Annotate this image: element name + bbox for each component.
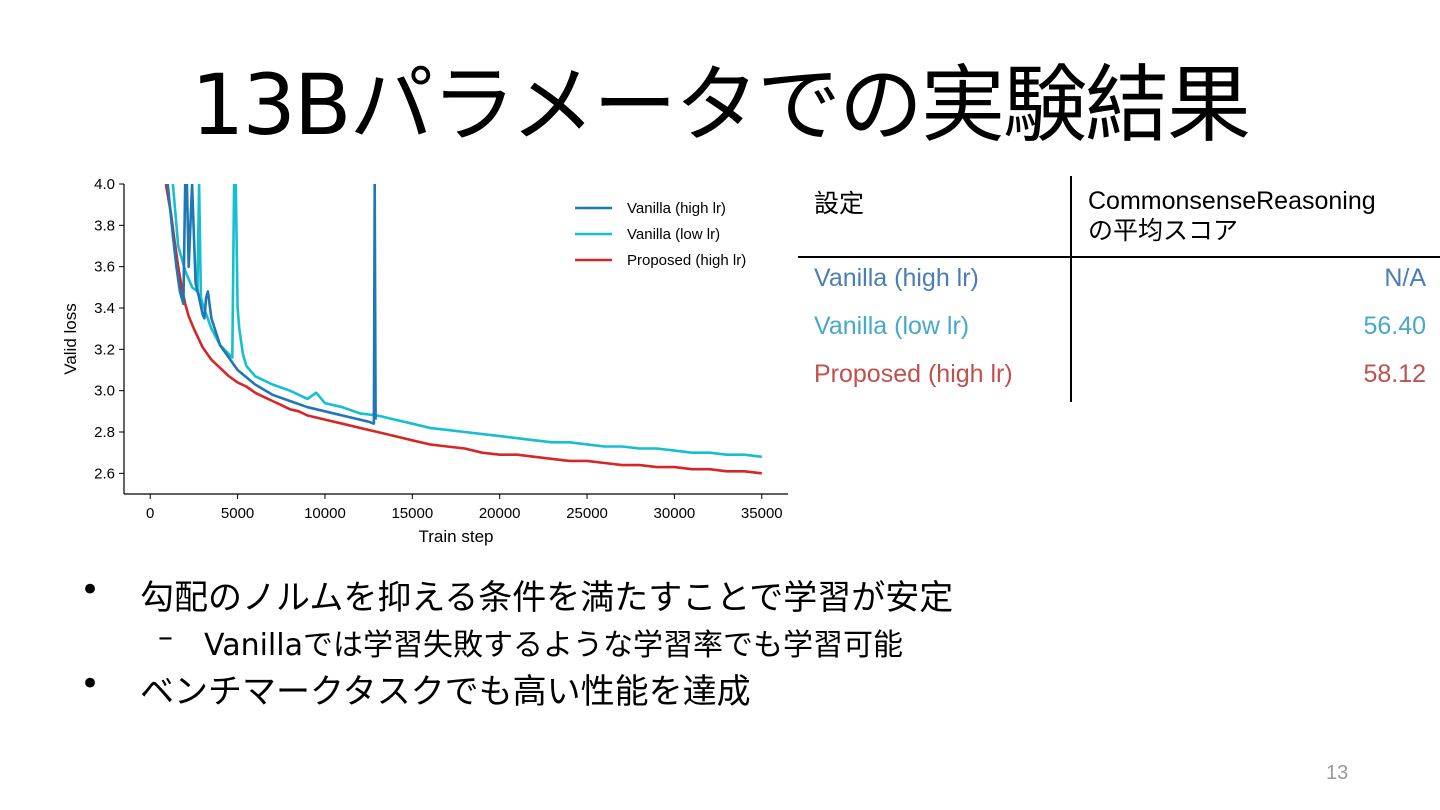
page-number: 13 bbox=[1326, 762, 1349, 784]
legend-label: Vanilla (low lr) bbox=[627, 226, 720, 243]
legend-label: Proposed (high lr) bbox=[627, 252, 746, 269]
table-row-label: Proposed (high lr) bbox=[814, 360, 1013, 388]
table-row-score: N/A bbox=[1384, 264, 1426, 292]
table-row-score: 56.40 bbox=[1363, 312, 1426, 340]
y-tick-label: 4.0 bbox=[94, 176, 115, 193]
chart-axes: 2.6 2.8 3.0 3.2 3.4 3.6 3.8 4.0 0 5000 10000 15000 2… bbox=[61, 176, 788, 546]
table-row-score: 58.12 bbox=[1363, 360, 1426, 388]
bullet-marker: • bbox=[80, 664, 101, 704]
y-tick-label: 3.8 bbox=[94, 217, 115, 234]
results-table: 設定 CommonsenseReasoning の平均スコア Vanilla (… bbox=[798, 176, 1440, 402]
table-header-score-line1: CommonsenseReasoning bbox=[1088, 187, 1376, 215]
bullet-marker: • bbox=[80, 570, 101, 610]
valid-loss-chart: 2.6 2.8 3.0 3.2 3.4 3.6 3.8 4.0 0 5000 10000 15000 2… bbox=[61, 176, 788, 546]
x-tick-label: 20000 bbox=[479, 505, 521, 522]
x-tick-label: 25000 bbox=[566, 505, 608, 522]
y-tick-label: 2.6 bbox=[94, 465, 115, 482]
legend-label: Vanilla (high lr) bbox=[627, 200, 726, 217]
bullet-text: 勾配のノルムを抑える条件を満たすことで学習が安定 bbox=[140, 578, 954, 618]
table-header-setting: 設定 bbox=[814, 190, 865, 218]
x-tick-label: 30000 bbox=[654, 505, 696, 522]
series-line bbox=[166, 184, 377, 426]
y-tick-label: 3.4 bbox=[94, 300, 115, 317]
x-tick-label: 15000 bbox=[391, 505, 433, 522]
sub-bullet-text: Vanillaでは学習失敗するような学習率でも学習可能 bbox=[204, 628, 903, 663]
x-axis-title: Train step bbox=[419, 527, 494, 546]
y-tick-label: 3.6 bbox=[94, 259, 115, 276]
y-axis-title: Valid loss bbox=[61, 303, 80, 375]
table-header-score-line2: の平均スコア bbox=[1088, 217, 1239, 245]
x-tick-label: 0 bbox=[146, 505, 154, 522]
series-line bbox=[164, 184, 762, 475]
x-tick-label: 35000 bbox=[741, 505, 783, 522]
x-tick-label: 10000 bbox=[304, 505, 346, 522]
series-line bbox=[171, 184, 762, 459]
chart-legend: Vanilla (high lr) Vanilla (low lr) Propose… bbox=[575, 200, 746, 269]
sub-bullet-marker: – bbox=[158, 620, 173, 655]
table-header-score: CommonsenseReasoning の平均スコア bbox=[1088, 186, 1376, 246]
table-row-label: Vanilla (high lr) bbox=[814, 264, 979, 292]
table-header-divider bbox=[798, 256, 1440, 258]
x-tick-label: 5000 bbox=[221, 505, 254, 522]
table-vertical-divider bbox=[1070, 176, 1072, 402]
y-tick-label: 3.2 bbox=[94, 341, 115, 358]
slide-title: 13Bパラメータでの実験結果 bbox=[191, 56, 1251, 154]
y-tick-label: 3.0 bbox=[94, 383, 115, 400]
table-row-label: Vanilla (low lr) bbox=[814, 312, 970, 340]
y-tick-label: 2.8 bbox=[94, 424, 115, 441]
chart-series bbox=[164, 184, 762, 475]
bullet-text: ベンチマークタスクでも高い性能を達成 bbox=[140, 672, 751, 712]
